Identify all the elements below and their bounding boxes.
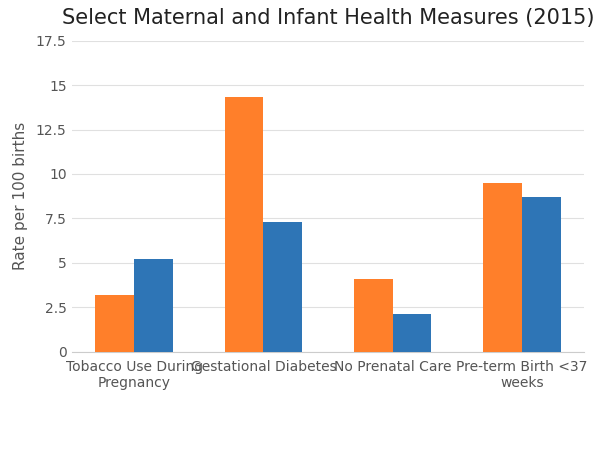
Y-axis label: Rate per 100 births: Rate per 100 births bbox=[13, 122, 28, 270]
Bar bbox=[483, 183, 522, 352]
Bar bbox=[393, 314, 432, 352]
Bar bbox=[354, 279, 393, 352]
Bar bbox=[225, 97, 264, 352]
Title: Select Maternal and Infant Health Measures (2015): Select Maternal and Infant Health Measur… bbox=[62, 8, 594, 28]
Bar bbox=[264, 222, 302, 352]
Legend: American Indian, Arizona: American Indian, Arizona bbox=[184, 446, 473, 451]
Bar bbox=[522, 197, 560, 352]
Bar bbox=[96, 295, 134, 352]
Bar bbox=[134, 259, 173, 352]
